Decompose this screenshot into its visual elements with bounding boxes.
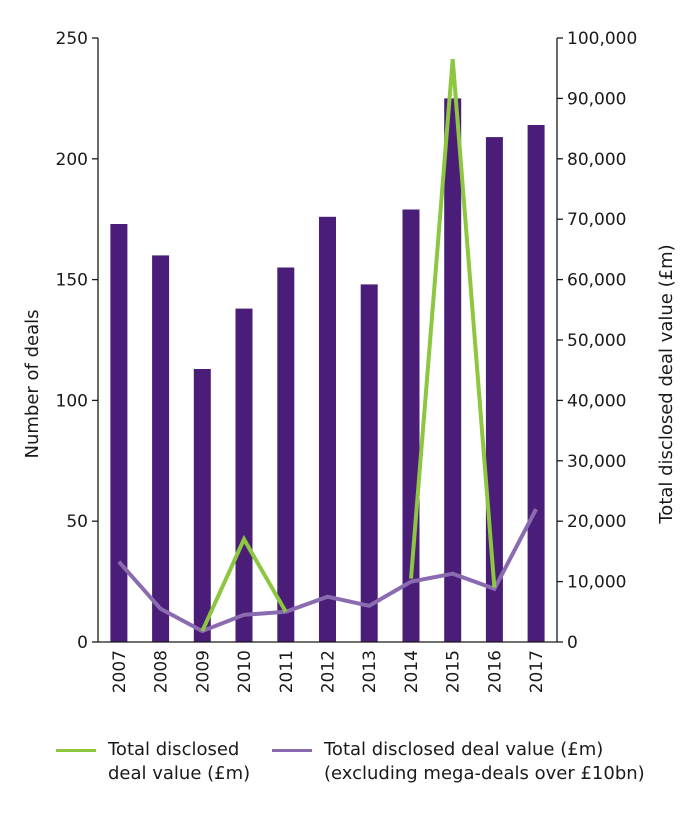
y-axis-label: Number of deals <box>22 309 43 458</box>
legend-label-total-value-line1: Total disclosed <box>108 739 240 760</box>
y2-tick-label: 100,000 <box>567 29 637 49</box>
x-tick-label: 2013 <box>360 650 380 693</box>
legend-label-excl-mega-line1: Total disclosed deal value (£m) <box>324 739 604 760</box>
y2-tick-label: 70,000 <box>567 210 626 230</box>
y-tick-label: 0 <box>77 633 88 653</box>
y2-tick-label: 90,000 <box>567 89 626 109</box>
legend-text-total-value: Total disclosed deal value (£m) <box>108 738 250 786</box>
legend-label-total-value-line2: deal value (£m) <box>108 763 251 784</box>
y2-tick-label: 80,000 <box>567 150 626 170</box>
bar-2012 <box>319 216 336 643</box>
bar-2009 <box>193 369 211 642</box>
line-total-value-segment-1 <box>409 58 497 588</box>
legend-item-total-value: Total disclosed deal value (£m) <box>56 738 250 786</box>
lines-group <box>117 58 538 634</box>
x-tick-label: 2007 <box>110 650 130 693</box>
x-tick-label: 2017 <box>527 650 547 693</box>
y2-tick-label: 20,000 <box>567 512 626 532</box>
x-tick-label: 2009 <box>193 650 213 693</box>
y2-tick-label: 0 <box>567 633 578 653</box>
y2-tick-label: 40,000 <box>567 391 626 411</box>
x-tick-label: 2015 <box>444 650 464 693</box>
legend-item-excl-mega: Total disclosed deal value (£m) (excludi… <box>272 738 645 786</box>
legend: Total disclosed deal value (£m) Total di… <box>56 738 686 798</box>
y2-tick-label: 50,000 <box>567 331 626 351</box>
legend-swatch-purple <box>272 749 312 752</box>
axes-group: 0 50 100 150 200 250 0 10,000 20,000 30,000 40,000… <box>56 29 638 693</box>
bar-2015 <box>444 98 462 642</box>
x-tick-label: 2010 <box>235 650 255 693</box>
bar-2013 <box>360 284 378 642</box>
y-tick-label: 250 <box>56 29 88 49</box>
y2-tick-label: 30,000 <box>567 452 626 472</box>
x-tick-label: 2012 <box>319 650 339 693</box>
bar-2008 <box>152 255 170 642</box>
bar-2010 <box>235 308 253 642</box>
bar-2007 <box>110 224 128 642</box>
bars-group <box>110 98 545 643</box>
bar-2011 <box>277 267 295 642</box>
x-tick-label: 2016 <box>485 650 505 693</box>
x-tick-label: 2014 <box>402 650 422 693</box>
y-tick-label: 100 <box>56 391 88 411</box>
x-tick-label: 2008 <box>152 650 172 693</box>
line-total-value-segment-0 <box>200 534 288 632</box>
x-tick-label: 2011 <box>277 650 297 693</box>
y2-tick-label: 10,000 <box>567 573 626 593</box>
y-tick-label: 50 <box>66 512 88 532</box>
legend-swatch-green <box>56 749 96 752</box>
line-excl-mega-segment-0 <box>117 508 538 634</box>
legend-label-excl-mega-line2: (excluding mega-deals over £10bn) <box>324 763 645 784</box>
bar-2017 <box>527 125 545 642</box>
y2-tick-label: 60,000 <box>567 271 626 291</box>
y-tick-label: 150 <box>56 271 88 291</box>
legend-text-excl-mega: Total disclosed deal value (£m) (excludi… <box>324 738 645 786</box>
y2-axis-label: Total disclosed deal value (£m) <box>656 244 677 524</box>
y-tick-label: 200 <box>56 150 88 170</box>
